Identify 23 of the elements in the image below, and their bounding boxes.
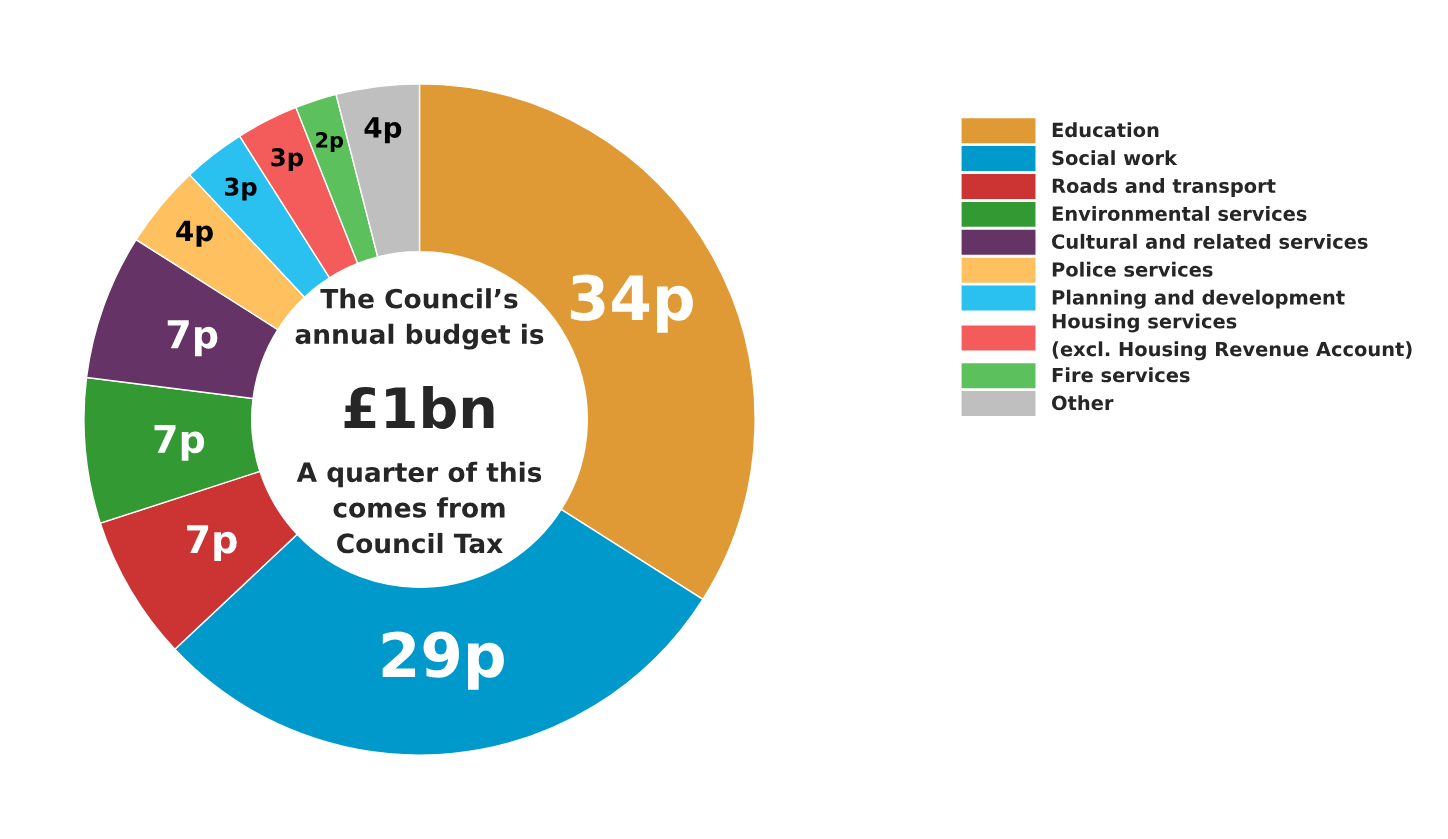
data-label: 34p [570, 274, 693, 333]
data-label: 3p [271, 148, 304, 172]
data-label: 4p [364, 117, 402, 144]
legend-label: Planning and development [1052, 289, 1345, 309]
legend-label: Fire services [1052, 367, 1190, 383]
data-label: 29p [382, 631, 504, 690]
data-label: 2p [316, 132, 344, 152]
legend-label: Other [1052, 395, 1114, 411]
data-label: 3p [225, 177, 257, 201]
text: A quarter of this comes from Council Tax [296, 461, 542, 554]
data-label: 7p [154, 424, 205, 461]
text: £1bn [344, 385, 494, 429]
legend-label: Police services [1052, 261, 1213, 277]
legend-label: Environmental services [1052, 205, 1307, 222]
text: The Council’s annual budget is [295, 288, 544, 350]
data-label: 7p [167, 320, 218, 357]
legend-label: Roads and transport [1052, 178, 1276, 197]
data-label: 4p [176, 220, 213, 247]
legend-label: Cultural and related services [1052, 233, 1368, 249]
legend-label: Housing services (excl. Housing Revenue Account) [1052, 313, 1412, 361]
legend-label: Education [1052, 122, 1159, 138]
data-label: 7p [187, 525, 237, 561]
legend-label: Social work [1052, 150, 1178, 166]
